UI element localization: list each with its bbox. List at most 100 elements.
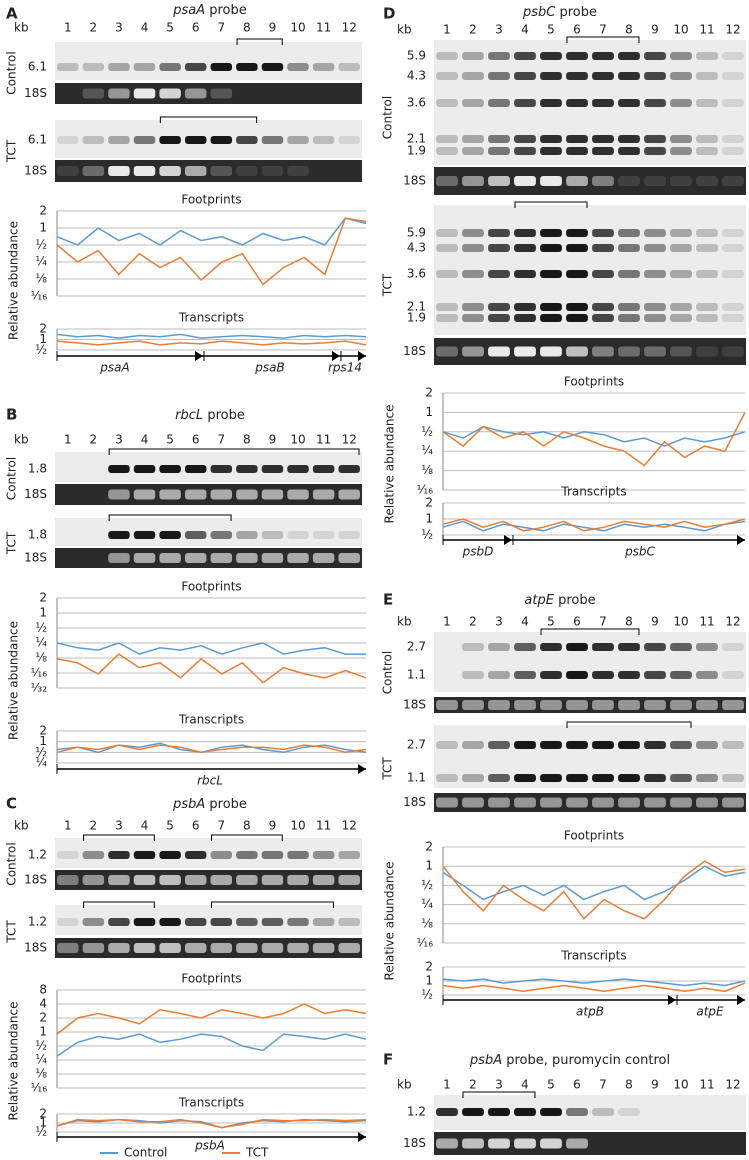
size-label: 1.8 xyxy=(28,528,47,542)
y-tick-label: 8 xyxy=(39,983,47,997)
series-line xyxy=(56,217,367,246)
series-line xyxy=(442,982,746,993)
band xyxy=(287,136,309,144)
panel-title: psbC probe xyxy=(522,5,597,20)
rrna-band xyxy=(618,176,640,186)
band xyxy=(82,136,105,144)
band xyxy=(159,918,181,926)
band xyxy=(696,99,718,107)
gene-arrow xyxy=(737,995,745,1005)
lane-number: 1 xyxy=(443,1078,451,1092)
lane-number: 7 xyxy=(599,1078,607,1092)
rrna-band xyxy=(108,553,130,563)
band xyxy=(488,270,510,278)
band xyxy=(592,643,614,651)
size-label: 1.2 xyxy=(28,848,47,862)
band xyxy=(670,72,692,80)
rrna-band xyxy=(566,797,588,808)
band xyxy=(488,52,510,60)
kb-label: kb xyxy=(397,23,412,37)
rrna-band xyxy=(722,176,744,186)
band xyxy=(670,1108,692,1116)
panel-title: psbA probe xyxy=(172,797,247,812)
legend-label: TCT xyxy=(245,1146,269,1160)
blot-gel xyxy=(55,838,362,868)
rrna-band xyxy=(540,346,562,357)
band xyxy=(670,314,692,322)
y-tick-label: 1 xyxy=(425,974,433,988)
rrna-band xyxy=(592,176,614,186)
rrna-band xyxy=(338,166,359,176)
y-axis-label: Relative abundance xyxy=(383,405,397,524)
y-tick-label: ¹⁄₁₆ xyxy=(417,483,434,497)
band xyxy=(722,72,744,80)
band xyxy=(108,465,130,473)
y-tick-label: 2 xyxy=(39,1011,47,1025)
band xyxy=(696,741,718,749)
band xyxy=(133,918,156,926)
condition-label: TCT xyxy=(5,139,19,163)
band xyxy=(722,643,744,651)
band xyxy=(57,136,79,144)
rrna-band xyxy=(436,1138,458,1149)
rrna-band xyxy=(670,1139,692,1149)
band xyxy=(644,643,666,651)
gene-label: psbD xyxy=(462,545,494,559)
band xyxy=(618,314,640,322)
lane-number: 2 xyxy=(90,433,98,447)
condition-label: TCT xyxy=(381,273,395,297)
rrna-band xyxy=(566,1138,588,1149)
band xyxy=(696,1108,718,1116)
rrna-band xyxy=(261,943,284,953)
lane-number: 8 xyxy=(243,819,251,833)
y-tick-label: ½ xyxy=(421,878,433,892)
band xyxy=(488,643,510,651)
lane-number: 5 xyxy=(547,1078,555,1092)
rrna-band xyxy=(133,553,156,563)
band xyxy=(338,918,360,926)
size-label: 1.9 xyxy=(407,144,426,158)
y-axis-label: Relative abundance xyxy=(7,221,21,340)
band xyxy=(133,851,156,859)
lane-bracket xyxy=(159,116,258,123)
band xyxy=(488,244,510,252)
band xyxy=(540,303,562,311)
legend-label: Control xyxy=(124,1146,167,1160)
lane-number: 12 xyxy=(725,1078,740,1092)
band xyxy=(670,671,692,679)
lane-number: 11 xyxy=(316,819,331,833)
band xyxy=(133,465,156,473)
chart-title: Footprints xyxy=(181,972,241,986)
band xyxy=(722,671,744,679)
blot-rrna xyxy=(55,160,362,182)
rrna-band xyxy=(566,700,588,710)
chart-title: Transcripts xyxy=(178,713,244,727)
probe-text: probe, puromycin control xyxy=(506,1053,670,1068)
band xyxy=(514,643,536,651)
size-label: 1.2 xyxy=(407,1105,426,1119)
rrna-band xyxy=(57,553,78,563)
lane-number: 5 xyxy=(547,23,555,37)
gene-arrow xyxy=(737,535,745,545)
band xyxy=(566,774,588,782)
band xyxy=(592,229,614,237)
rrna-band xyxy=(514,176,536,186)
blot-gel xyxy=(55,518,362,546)
band xyxy=(592,99,614,107)
rrna-band xyxy=(722,346,744,357)
y-tick-label: ¼ xyxy=(421,897,433,911)
lane-number: 6 xyxy=(573,615,581,629)
band xyxy=(488,229,510,237)
panel-letter: B xyxy=(6,406,17,424)
band xyxy=(514,52,536,60)
gene-label: atpE xyxy=(696,1005,724,1019)
rrna-band xyxy=(236,943,258,953)
lane-number: 3 xyxy=(115,433,123,447)
rrna-band xyxy=(133,166,156,176)
band xyxy=(159,63,181,71)
rrna-band xyxy=(210,875,233,885)
band xyxy=(436,229,458,237)
band xyxy=(184,851,207,859)
rrna-band xyxy=(566,176,588,186)
gene-arrow xyxy=(358,351,366,361)
